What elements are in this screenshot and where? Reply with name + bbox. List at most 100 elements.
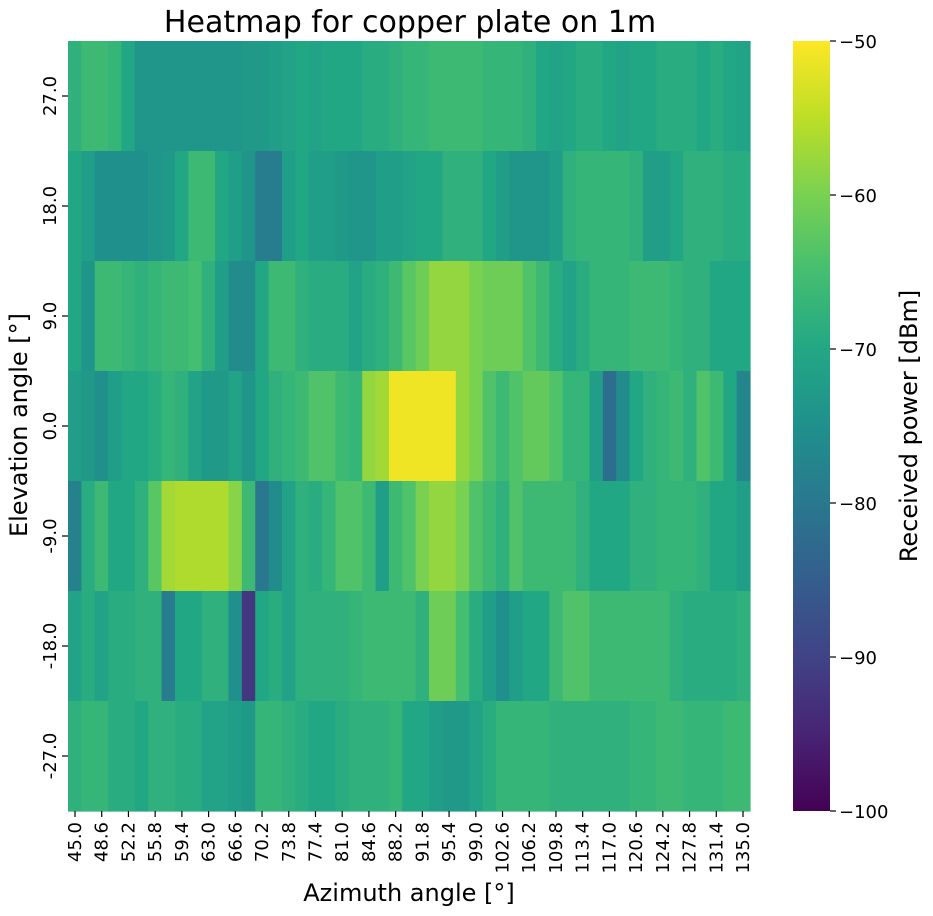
heatmap-cell [562, 41, 577, 152]
x-tick-label: 70.2 [252, 822, 273, 862]
heatmap-cell [629, 481, 644, 592]
heatmap-cell [388, 261, 403, 372]
heatmap-cell [482, 371, 497, 482]
heatmap-cell [562, 261, 577, 372]
heatmap-cell [295, 701, 310, 812]
heatmap-cell [509, 41, 524, 152]
heatmap-cell [335, 701, 350, 812]
heatmap-cell [602, 261, 617, 372]
heatmap-cell [469, 701, 484, 812]
heatmap-cell [68, 371, 82, 482]
heatmap-cell [589, 481, 604, 592]
heatmap-cell [295, 151, 310, 262]
heatmap-cell [322, 701, 337, 812]
heatmap-cell [81, 701, 96, 812]
heatmap-cell [683, 371, 698, 482]
heatmap-cell [696, 591, 711, 702]
heatmap-cell [375, 701, 390, 812]
heatmap-cell [643, 591, 657, 702]
heatmap-cell [683, 261, 698, 372]
heatmap-cell [643, 41, 657, 152]
heatmap-cell [602, 481, 617, 592]
heatmap-cell [134, 591, 149, 702]
heatmap-cell [308, 591, 323, 702]
heatmap-cell [536, 41, 551, 152]
heatmap-cell [335, 371, 350, 482]
heatmap-cell [228, 151, 243, 262]
heatmap-cell [442, 701, 457, 812]
heatmap-cell [602, 371, 617, 482]
heatmap-cell [723, 41, 738, 152]
heatmap-cell [308, 151, 323, 262]
heatmap-cell [308, 481, 323, 592]
heatmap-cell [736, 261, 751, 372]
heatmap-cell [94, 41, 109, 152]
heatmap-cell [121, 591, 136, 702]
heatmap-cell [215, 591, 230, 702]
heatmap-cell [348, 261, 363, 372]
heatmap-cell [121, 151, 136, 262]
heatmap-cell [94, 261, 109, 372]
heatmap-cell [161, 701, 176, 812]
heatmap-cell [241, 151, 256, 262]
heatmap-cell [562, 151, 577, 262]
heatmap-cell [188, 41, 203, 152]
heatmap-cell [576, 261, 591, 372]
x-tick-label: 52.2 [118, 822, 139, 862]
heatmap-cell [121, 41, 136, 152]
heatmap-cell [643, 261, 657, 372]
heatmap-cell [455, 591, 470, 702]
y-axis-ticks: 27.0 18.0 9.0 0.0 -9.0 -18.0 -27.0 [40, 76, 68, 779]
heatmap-cell [683, 701, 698, 812]
heatmap-cell [669, 151, 684, 262]
heatmap-cell [442, 591, 457, 702]
heatmap-cell [736, 591, 751, 702]
heatmap-cell [429, 591, 444, 702]
heatmap-cell [255, 261, 270, 372]
heatmap-cell [709, 371, 724, 482]
heatmap-cell [362, 481, 377, 592]
heatmap-cell [174, 41, 189, 152]
heatmap-cell [495, 261, 510, 372]
heatmap-cell [415, 41, 430, 152]
heatmap-cell [255, 591, 270, 702]
heatmap-cell [108, 261, 123, 372]
heatmap-cell [375, 151, 390, 262]
heatmap-cell [255, 41, 270, 152]
heatmap-cell [589, 701, 604, 812]
heatmap-cell [348, 591, 363, 702]
heatmap-cell [161, 371, 176, 482]
heatmap-cell [709, 591, 724, 702]
heatmap-cell [723, 261, 738, 372]
heatmap-cell [362, 371, 377, 482]
heatmap-cell [108, 481, 123, 592]
heatmap-cell [68, 261, 82, 372]
heatmap-cell [241, 261, 256, 372]
heatmap-cell [322, 371, 337, 482]
heatmap-cell [241, 591, 256, 702]
heatmap-cell [723, 481, 738, 592]
heatmap-cell [268, 701, 283, 812]
x-tick-label: 59.4 [172, 822, 193, 862]
heatmap-cell [348, 41, 363, 152]
heatmap-cell [241, 701, 256, 812]
heatmap-cell [709, 481, 724, 592]
y-tick-label: -27.0 [40, 733, 61, 780]
heatmap-cell [228, 481, 243, 592]
heatmap-cell [415, 261, 430, 372]
heatmap-cell [736, 151, 751, 262]
heatmap-cell [495, 701, 510, 812]
heatmap-cell [148, 41, 163, 152]
heatmap-cell [134, 701, 149, 812]
heatmap-cell [348, 371, 363, 482]
heatmap-cell [174, 371, 189, 482]
heatmap-cell [696, 261, 711, 372]
heatmap-cell [322, 41, 337, 152]
x-tick-label: 66.6 [225, 822, 246, 862]
heatmap-cell [629, 591, 644, 702]
heatmap-cell [188, 151, 203, 262]
heatmap-cell [536, 481, 551, 592]
colorbar-tick-label: −60 [839, 186, 877, 207]
heatmap-cell [134, 151, 149, 262]
colorbar-tick-label: −90 [839, 648, 877, 669]
